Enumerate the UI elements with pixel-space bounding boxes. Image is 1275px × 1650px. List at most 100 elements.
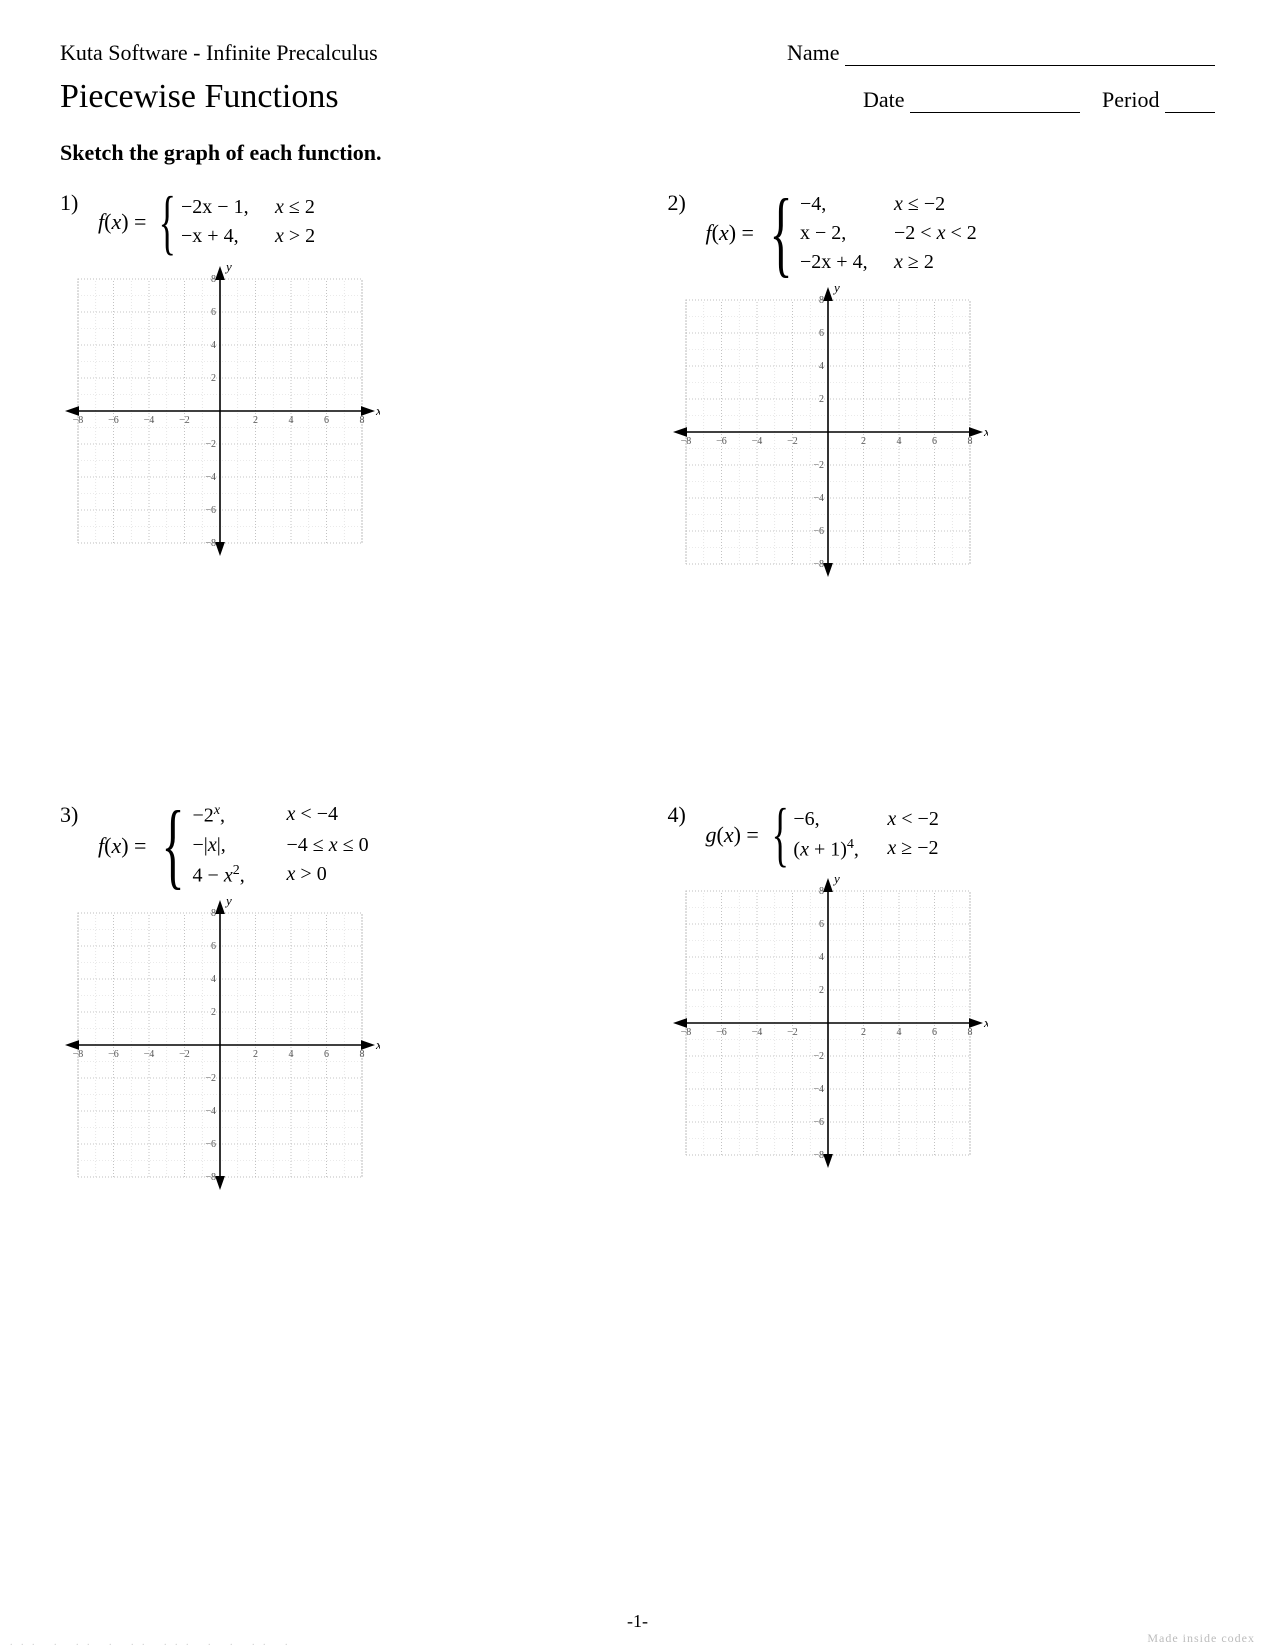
problem-4-pieces: −6,x < −2 (x + 1)4,x ≥ −2 (793, 808, 938, 862)
svg-text:−6: −6 (108, 415, 119, 426)
header-row: Kuta Software - Infinite Precalculus Nam… (60, 40, 1215, 66)
svg-text:−8: −8 (73, 415, 84, 426)
problem-1-pieces: −2x − 1,x ≤ 2 −x + 4,x > 2 (181, 196, 315, 248)
svg-text:y: y (224, 895, 232, 908)
svg-text:−2: −2 (205, 1073, 216, 1084)
software-name: Kuta Software - Infinite Precalculus (60, 40, 378, 66)
svg-text:4: 4 (211, 340, 216, 351)
svg-text:x: x (375, 1037, 380, 1052)
svg-text:6: 6 (932, 1027, 937, 1038)
svg-text:8: 8 (211, 274, 216, 285)
svg-text:y: y (224, 261, 232, 274)
problem-3: 3) f(x) = { −2x,x < −4 −|x|,−4 ≤ x ≤ 0 4… (60, 802, 608, 1194)
svg-text:−4: −4 (813, 493, 824, 504)
problem-4-lhs: g(x) = (706, 822, 759, 848)
svg-text:6: 6 (324, 1049, 329, 1060)
p3-expr-1: −|x|, (193, 834, 283, 857)
svg-text:6: 6 (211, 941, 216, 952)
svg-text:−2: −2 (179, 415, 190, 426)
problem-2-number: 2) (668, 190, 694, 216)
svg-text:6: 6 (819, 328, 824, 339)
svg-text:−6: −6 (205, 1139, 216, 1150)
problem-3-number: 3) (60, 802, 86, 828)
problem-2: 2) f(x) = { −4,x ≤ −2 x − 2,−2 < x < 2 −… (668, 190, 1216, 582)
svg-text:−6: −6 (108, 1049, 119, 1060)
problem-4-graph: −8−6−4−22468−8−6−4−22468xy (668, 873, 1216, 1173)
svg-text:8: 8 (211, 908, 216, 919)
svg-text:y: y (832, 873, 840, 886)
p4-expr-1: (x + 1)4, (793, 837, 883, 862)
brace-icon: { (771, 802, 788, 867)
svg-text:4: 4 (289, 1049, 294, 1060)
footer-faint-left: . . . . . . . . . . . . . . . . . (10, 1637, 291, 1648)
svg-text:8: 8 (967, 436, 972, 447)
svg-text:6: 6 (211, 307, 216, 318)
svg-text:6: 6 (324, 415, 329, 426)
problem-1-number: 1) (60, 190, 86, 216)
problem-4-number: 4) (668, 802, 694, 828)
svg-text:−2: −2 (813, 460, 824, 471)
problem-1-eq: 1) f(x) = { −2x − 1,x ≤ 2 −x + 4,x > 2 (60, 190, 608, 255)
svg-text:−8: −8 (680, 1027, 691, 1038)
p3-expr-2: 4 − x2, (193, 863, 283, 888)
svg-text:−6: −6 (813, 526, 824, 537)
problem-1-lhs: f(x) = (98, 209, 146, 235)
problem-3-pieces: −2x,x < −4 −|x|,−4 ≤ x ≤ 0 4 − x2,x > 0 (193, 803, 369, 887)
svg-text:x: x (983, 1015, 988, 1030)
svg-text:−8: −8 (813, 1150, 824, 1161)
instruction-text: Sketch the graph of each function. (60, 140, 1215, 166)
svg-text:2: 2 (861, 1027, 866, 1038)
svg-text:4: 4 (211, 974, 216, 985)
svg-text:8: 8 (360, 415, 365, 426)
svg-text:2: 2 (819, 394, 824, 405)
svg-text:−4: −4 (751, 436, 762, 447)
svg-text:−6: −6 (716, 436, 727, 447)
svg-text:2: 2 (253, 1049, 258, 1060)
svg-text:x: x (983, 424, 988, 439)
svg-text:2: 2 (211, 373, 216, 384)
brace-icon: { (769, 190, 792, 276)
page-number: -1- (0, 1611, 1275, 1632)
svg-text:−2: −2 (787, 436, 798, 447)
svg-text:2: 2 (211, 1007, 216, 1018)
problems-grid: 1) f(x) = { −2x − 1,x ≤ 2 −x + 4,x > 2 −… (60, 190, 1215, 1195)
brace-icon: { (159, 190, 176, 255)
svg-text:−4: −4 (813, 1084, 824, 1095)
svg-text:−6: −6 (716, 1027, 727, 1038)
problem-3-lhs: f(x) = (98, 833, 146, 859)
problem-2-lhs: f(x) = (706, 220, 754, 246)
svg-text:2: 2 (253, 415, 258, 426)
date-blank (910, 112, 1080, 113)
svg-text:4: 4 (289, 415, 294, 426)
svg-text:4: 4 (896, 1027, 901, 1038)
problem-4-eq: 4) g(x) = { −6,x < −2 (x + 1)4,x ≥ −2 (668, 802, 1216, 867)
svg-text:x: x (375, 403, 380, 418)
svg-text:−8: −8 (813, 559, 824, 570)
worksheet-title: Piecewise Functions (60, 78, 339, 116)
date-period-fields: Date Period (863, 87, 1215, 113)
svg-text:−6: −6 (205, 505, 216, 516)
svg-text:4: 4 (819, 361, 824, 372)
svg-text:2: 2 (819, 985, 824, 996)
svg-text:6: 6 (819, 919, 824, 930)
problem-2-eq: 2) f(x) = { −4,x ≤ −2 x − 2,−2 < x < 2 −… (668, 190, 1216, 276)
svg-text:−4: −4 (144, 1049, 155, 1060)
svg-text:−2: −2 (787, 1027, 798, 1038)
title-row: Piecewise Functions Date Period (60, 78, 1215, 116)
svg-text:−2: −2 (205, 439, 216, 450)
svg-text:y: y (832, 282, 840, 295)
problem-2-pieces: −4,x ≤ −2 x − 2,−2 < x < 2 −2x + 4,x ≥ 2 (800, 193, 977, 274)
problem-4: 4) g(x) = { −6,x < −2 (x + 1)4,x ≥ −2 −8… (668, 802, 1216, 1194)
svg-text:−4: −4 (205, 472, 216, 483)
p3-expr-0: −2x, (193, 803, 283, 828)
problem-3-eq: 3) f(x) = { −2x,x < −4 −|x|,−4 ≤ x ≤ 0 4… (60, 802, 608, 888)
svg-text:−8: −8 (73, 1049, 84, 1060)
svg-text:8: 8 (967, 1027, 972, 1038)
svg-text:−4: −4 (144, 415, 155, 426)
svg-text:8: 8 (819, 295, 824, 306)
brace-icon: { (162, 802, 185, 888)
svg-text:−4: −4 (205, 1106, 216, 1117)
svg-text:−8: −8 (205, 538, 216, 549)
svg-text:2: 2 (861, 436, 866, 447)
problem-2-graph: −8−6−4−22468−8−6−4−22468xy (668, 282, 1216, 582)
